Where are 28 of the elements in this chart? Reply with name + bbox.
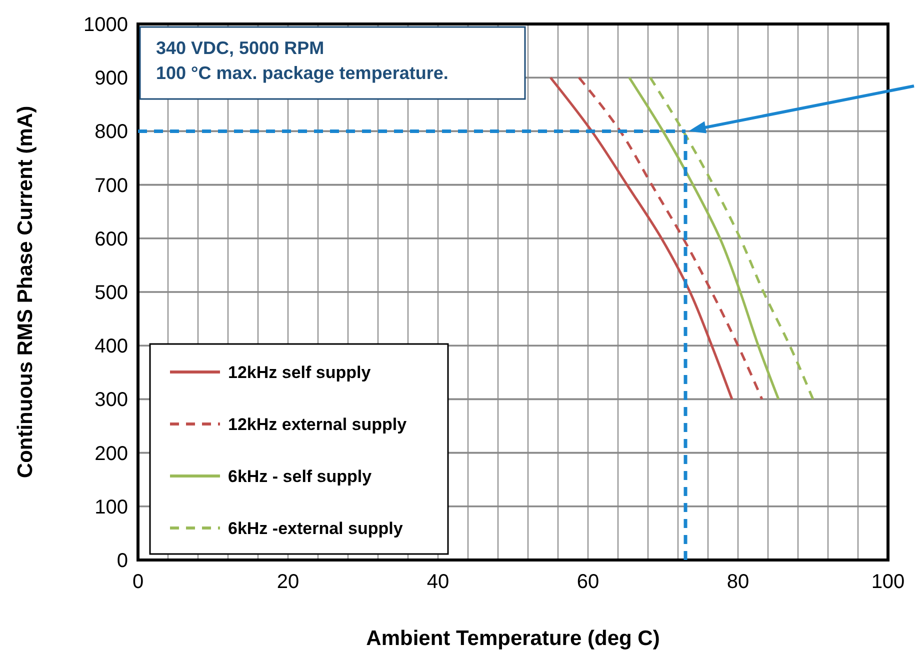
y-tick-label: 700: [94, 174, 128, 197]
x-tick-label: 0: [132, 571, 144, 593]
y-tick-label: 400: [94, 336, 128, 358]
y-tick-label: 0: [116, 550, 128, 572]
y-tick-label: 200: [94, 442, 128, 465]
y-tick-label: 500: [94, 282, 128, 304]
legend-label: 12kHz self supply: [228, 363, 372, 382]
line-series: [649, 76, 814, 400]
x-tick-label: 60: [576, 571, 600, 593]
y-tick-label: 300: [94, 389, 128, 412]
x-tick-label: 100: [871, 571, 905, 593]
line-series: [628, 76, 780, 400]
x-axis-title: Ambient Temperature (deg C): [366, 627, 660, 650]
x-tick-label: 80: [726, 571, 750, 593]
y-tick-label: 900: [94, 68, 128, 90]
y-tick-label: 800: [94, 121, 128, 144]
legend-label: 6kHz -external supply: [228, 519, 404, 538]
annotation: 340 VDC, 5000 RPM 100 °C max. package temperature.: [156, 38, 448, 83]
legend-label: 12kHz external supply: [228, 415, 408, 434]
y-tick-label: 1000: [84, 14, 128, 36]
line-series: [549, 76, 734, 400]
y-tick-label: 600: [94, 228, 128, 250]
line-series: [578, 76, 764, 400]
y-tick-label: 100: [94, 496, 128, 518]
x-tick-label: 20: [276, 571, 300, 593]
legend-label: 6kHz - self supply: [228, 467, 372, 486]
x-tick-label: 40: [426, 571, 450, 593]
y-axis-title: Continuous RMS Phase Current (mA): [14, 106, 37, 478]
